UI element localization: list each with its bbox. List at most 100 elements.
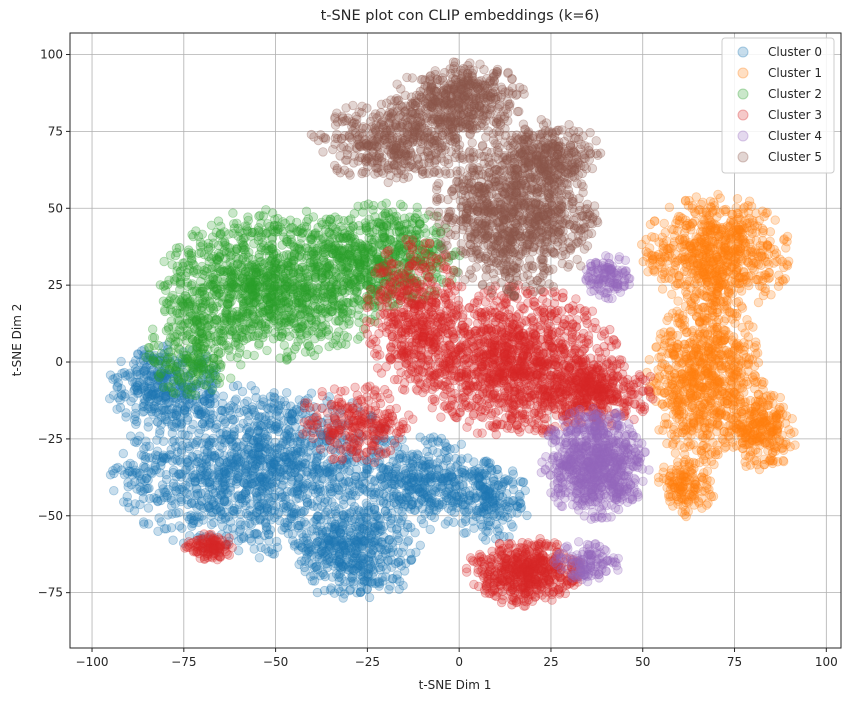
scatter-point bbox=[210, 481, 220, 491]
scatter-point bbox=[264, 536, 274, 546]
scatter-point bbox=[663, 386, 673, 396]
scatter-point bbox=[759, 211, 769, 222]
scatter-point bbox=[658, 473, 669, 484]
scatter-point bbox=[456, 439, 467, 450]
scatter-point bbox=[128, 460, 139, 471]
scatter-point bbox=[245, 455, 256, 465]
scatter-point bbox=[216, 405, 226, 416]
scatter-point bbox=[441, 495, 452, 506]
scatter-point bbox=[672, 215, 682, 225]
scatter-point bbox=[271, 536, 282, 547]
scatter-point bbox=[311, 514, 321, 525]
scatter-point bbox=[262, 345, 272, 356]
scatter-point bbox=[287, 409, 298, 419]
scatter-point bbox=[723, 284, 734, 294]
scatter-point bbox=[760, 256, 771, 266]
scatter-point bbox=[283, 412, 294, 422]
scatter-point bbox=[670, 280, 681, 291]
scatter-point bbox=[281, 452, 291, 462]
scatter-point bbox=[239, 406, 249, 416]
scatter-point bbox=[281, 506, 292, 516]
scatter-point bbox=[234, 526, 245, 537]
scatter-point bbox=[681, 220, 691, 231]
scatter-point bbox=[272, 443, 283, 453]
scatter-point bbox=[255, 473, 265, 483]
scatter-point bbox=[691, 247, 702, 258]
scatter-point bbox=[132, 380, 143, 391]
scatter-point bbox=[379, 521, 389, 532]
scatter-point bbox=[710, 354, 721, 364]
scatter-point bbox=[744, 213, 755, 224]
scatter-point bbox=[327, 464, 338, 475]
scatter-point bbox=[522, 510, 532, 521]
scatter-point bbox=[240, 488, 251, 498]
scatter-point bbox=[168, 535, 178, 545]
scatter-point bbox=[188, 438, 198, 449]
scatter-point bbox=[197, 466, 208, 476]
scatter-point bbox=[198, 503, 209, 513]
scatter-point bbox=[277, 489, 287, 500]
scatter-point bbox=[298, 484, 309, 494]
scatter-point bbox=[298, 447, 309, 458]
scatter-point bbox=[479, 456, 490, 467]
scatter-point bbox=[730, 277, 740, 288]
scatter-point bbox=[375, 558, 386, 568]
scatter-point bbox=[727, 227, 738, 237]
scatter-point bbox=[394, 533, 404, 544]
scatter-point bbox=[224, 456, 235, 467]
scatter-point bbox=[166, 493, 176, 503]
scatter-point bbox=[722, 304, 732, 314]
scatter-point bbox=[762, 240, 772, 250]
scatter-point bbox=[518, 477, 528, 488]
scatter-point bbox=[420, 460, 431, 471]
scatter-point bbox=[254, 500, 265, 511]
scatter-point bbox=[298, 507, 308, 517]
scatter-point bbox=[379, 532, 389, 542]
scatter-point bbox=[709, 268, 720, 278]
scatter-point bbox=[700, 260, 710, 271]
scatter-point bbox=[673, 318, 683, 328]
scatter-point bbox=[465, 486, 475, 496]
scatter-point bbox=[662, 438, 672, 449]
scatter-point bbox=[253, 426, 263, 436]
scatter-point bbox=[236, 520, 246, 530]
scatter-point bbox=[684, 195, 694, 206]
scatter-point bbox=[250, 443, 261, 453]
scatter-point bbox=[257, 412, 267, 422]
scatter-point bbox=[721, 204, 731, 215]
scatter-point bbox=[298, 479, 308, 489]
scatter-point bbox=[680, 505, 691, 516]
scatter-point bbox=[343, 467, 353, 477]
scatter-point bbox=[514, 496, 524, 506]
scatter-point bbox=[200, 422, 210, 432]
scatter-point bbox=[753, 275, 763, 285]
grid-lines bbox=[70, 33, 841, 648]
scatter-point bbox=[366, 540, 377, 550]
scatter-point bbox=[282, 388, 292, 398]
scatter-point bbox=[217, 434, 228, 444]
scatter-point bbox=[774, 434, 785, 445]
scatter-point bbox=[455, 491, 465, 502]
scatter-point bbox=[192, 484, 202, 494]
scatter-point bbox=[673, 499, 683, 509]
scatter-point bbox=[238, 440, 249, 450]
scatter-point bbox=[418, 489, 429, 499]
scatter-point bbox=[406, 555, 416, 566]
scatter-point bbox=[263, 443, 273, 454]
scatter-point bbox=[707, 447, 717, 457]
scatter-point bbox=[272, 444, 282, 455]
scatter-point bbox=[329, 483, 340, 493]
scatter-point bbox=[688, 490, 699, 500]
scatter-point bbox=[183, 412, 193, 423]
scatter-point bbox=[306, 453, 316, 463]
scatter-point bbox=[212, 480, 222, 491]
scatter-point bbox=[668, 402, 678, 412]
scatter-point bbox=[223, 500, 234, 510]
scatter-point bbox=[673, 457, 683, 467]
scatter-point bbox=[273, 456, 283, 467]
scatter-point bbox=[185, 490, 195, 500]
scatter-point bbox=[481, 526, 491, 536]
scatter-point bbox=[190, 476, 200, 486]
scatter-point bbox=[461, 516, 471, 527]
